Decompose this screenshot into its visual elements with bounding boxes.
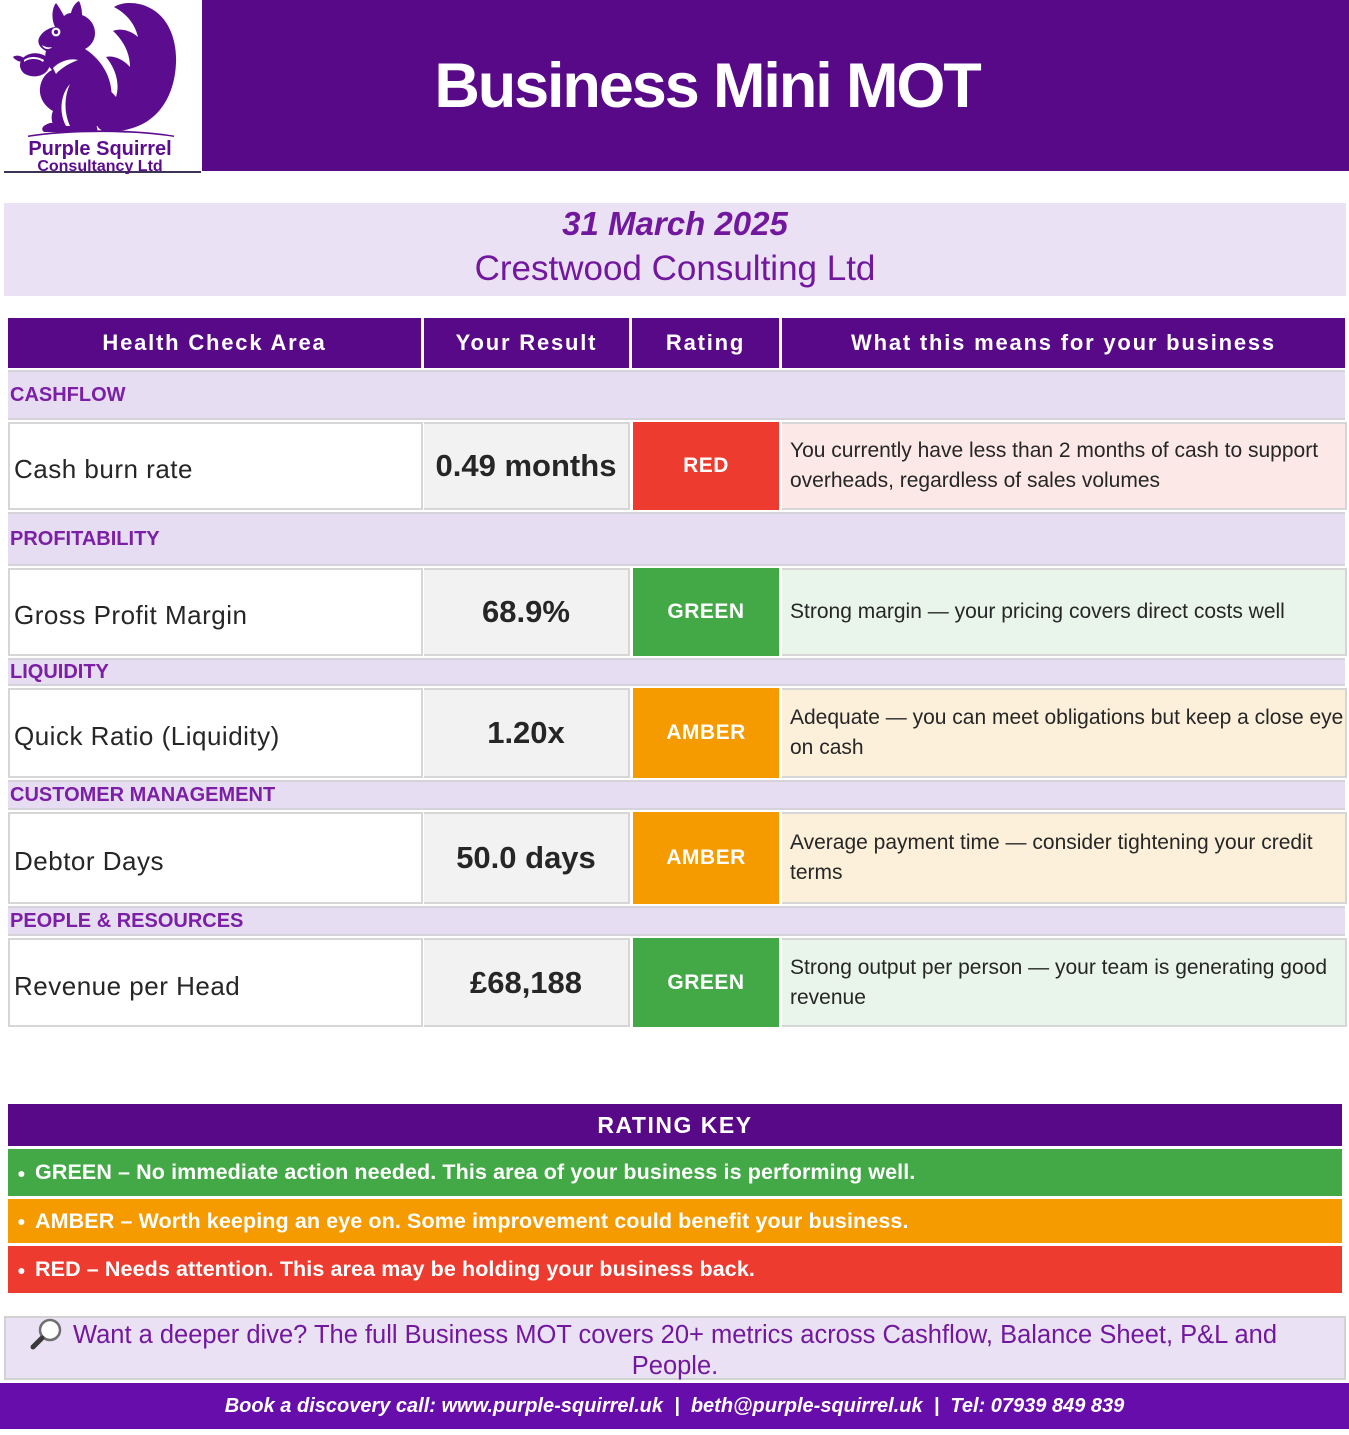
svg-text:Consultancy Ltd: Consultancy Ltd	[37, 158, 162, 174]
svg-text:Purple Squirrel: Purple Squirrel	[28, 138, 171, 160]
